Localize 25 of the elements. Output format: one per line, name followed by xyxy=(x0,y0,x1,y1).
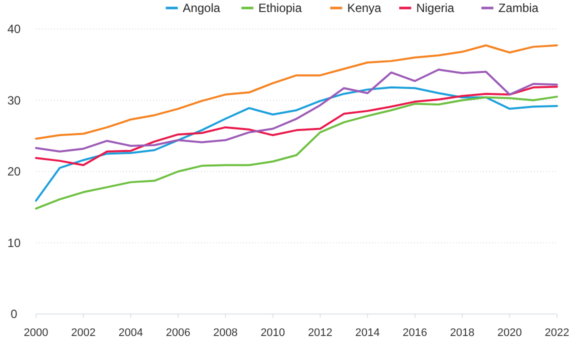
y-tick-label: 30 xyxy=(7,93,21,108)
x-tick-label: 2016 xyxy=(402,327,428,339)
x-tick-label: 2018 xyxy=(450,327,475,339)
x-tick-label: 2012 xyxy=(308,327,332,339)
legend-label: Kenya xyxy=(347,1,382,15)
line-series xyxy=(35,44,558,140)
y-tick-label: 40 xyxy=(7,22,21,36)
x-tick-label: 2020 xyxy=(497,327,522,339)
x-tick-label: 2008 xyxy=(213,327,238,339)
x-tick-label: 2000 xyxy=(24,327,48,339)
y-tick-label: 0 xyxy=(10,307,18,321)
x-tick-label: 2004 xyxy=(118,327,143,339)
legend-label: Angola xyxy=(182,1,220,15)
legend-label: Ethiopia xyxy=(258,1,302,15)
x-tick-label: 2022 xyxy=(544,327,570,339)
y-tick-label: 10 xyxy=(7,236,21,250)
y-tick-label: 20 xyxy=(7,164,21,178)
legend-label: Nigeria xyxy=(416,1,455,15)
x-tick-label: 2002 xyxy=(71,327,96,339)
x-tick-label: 2010 xyxy=(260,327,286,339)
legend-label: Zambia xyxy=(498,1,539,15)
line-series xyxy=(35,68,558,153)
x-tick-label: 2006 xyxy=(166,327,190,339)
x-tick-label: 2014 xyxy=(355,327,380,339)
line-series xyxy=(35,86,558,166)
